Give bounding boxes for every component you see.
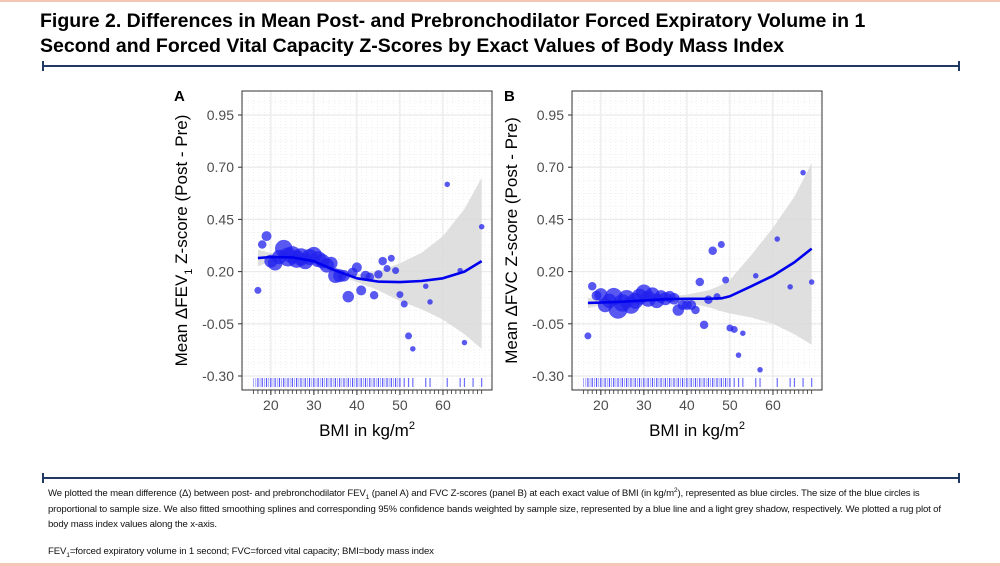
data-point — [808, 279, 815, 285]
x-tick-label: 50 — [722, 397, 738, 413]
figure-title: Figure 2. Differences in Mean Post- and … — [40, 9, 960, 59]
panel-label: A — [174, 88, 185, 105]
figure-charts: 20 30 40 50 60 -0.30 -0.05 0.20 0.45 0.70 0.95 A BMI… — [172, 88, 823, 440]
x-axis-title-text: BMI in kg/m — [319, 421, 409, 440]
caption-text: ), represented as blue circles. The size… — [48, 488, 941, 530]
data-point — [691, 305, 700, 315]
data-point — [427, 299, 433, 305]
y-tick-label: 0.70 — [537, 159, 564, 175]
panel-b: 20 30 40 50 60 -0.30 -0.05 0.20 0.45 0.70 0.95 B BMI… — [502, 88, 823, 440]
data-point — [378, 256, 387, 266]
data-point — [374, 270, 383, 279]
data-point — [383, 264, 391, 272]
data-point — [356, 285, 367, 296]
data-point — [730, 325, 738, 333]
y-axis-title-sub: 1 — [183, 269, 195, 275]
caption-divider — [42, 473, 960, 483]
data-point — [699, 320, 709, 330]
data-point — [757, 366, 763, 373]
data-point — [735, 352, 742, 358]
title-divider — [42, 61, 960, 71]
data-point — [396, 291, 404, 299]
data-point — [405, 332, 413, 340]
x-tick-label: 60 — [435, 397, 451, 413]
x-tick-label: 60 — [765, 397, 781, 413]
data-point — [740, 330, 746, 336]
y-axis-title-text: Mean ΔFVC Z-score (Post - Pre) — [502, 117, 521, 364]
data-point — [444, 181, 450, 188]
data-point — [410, 346, 416, 352]
data-point — [717, 240, 725, 248]
plot-border — [571, 90, 823, 391]
data-point — [478, 223, 485, 230]
data-point — [800, 169, 806, 176]
data-point — [254, 286, 262, 294]
panel-label: B — [504, 88, 515, 105]
data-point — [257, 240, 267, 249]
y-tick-label: 0.45 — [207, 211, 234, 227]
x-axis-title-sup: 2 — [409, 420, 415, 432]
data-point — [787, 284, 793, 290]
data-point — [400, 300, 408, 308]
data-point — [342, 290, 355, 303]
y-tick-label: 0.20 — [207, 264, 234, 280]
abbreviations: FEV1=forced expiratory volume in 1 secon… — [48, 546, 434, 559]
x-tick-label: 20 — [593, 397, 609, 413]
y-axis-title: Mean ΔFVC Z-score (Post - Pre) — [502, 117, 521, 364]
data-point — [422, 283, 429, 289]
top-accent-line — [0, 0, 1000, 2]
caption-text: We plotted the mean difference (Δ) betwe… — [48, 488, 366, 499]
title-line-2: Second and Forced Vital Capacity Z-Score… — [40, 35, 785, 57]
caption-sub: 1 — [365, 493, 370, 501]
y-tick-label: -0.05 — [532, 316, 564, 332]
caption-sup: 2 — [673, 486, 678, 494]
x-tick-label: 40 — [679, 397, 695, 413]
y-tick-label: 0.95 — [537, 107, 564, 123]
data-point — [587, 281, 597, 291]
x-axis-title-sup: 2 — [739, 420, 745, 432]
y-tick-label: 0.20 — [537, 264, 564, 280]
x-tick-label: 50 — [392, 397, 408, 413]
smoothing-spline — [587, 247, 813, 305]
data-point — [461, 339, 468, 346]
abbr-text: FEV — [48, 546, 67, 557]
data-point — [351, 262, 362, 273]
data-point — [708, 246, 717, 255]
smoothing-spline — [257, 255, 483, 284]
data-point — [752, 273, 759, 279]
x-axis-title: BMI in kg/m2 — [319, 420, 415, 440]
plot-border — [241, 90, 493, 391]
data-point — [261, 231, 272, 242]
y-tick-label: 0.45 — [537, 211, 564, 227]
y-tick-label: -0.30 — [532, 368, 564, 384]
panel-a: 20 30 40 50 60 -0.30 -0.05 0.20 0.45 0.70 0.95 A BMI… — [172, 88, 493, 440]
bottom-accent-line — [0, 563, 1000, 566]
abbr-sub: 1 — [66, 551, 70, 559]
y-axis-title: Mean ΔFEV1 Z-score (Post - Pre) — [172, 115, 195, 367]
caption-text: (panel A) and FVC Z-scores (panel B) at … — [369, 488, 674, 499]
x-axis-title-text: BMI in kg/m — [649, 421, 739, 440]
x-axis-title: BMI in kg/m2 — [649, 420, 745, 440]
data-point — [695, 277, 705, 287]
data-point — [774, 236, 780, 242]
y-axis-title-text: Z-score (Post - Pre) — [172, 115, 191, 269]
x-tick-label: 30 — [306, 397, 322, 413]
y-axis-title-text: Mean ΔFEV — [172, 274, 191, 366]
y-tick-label: 0.70 — [207, 159, 234, 175]
data-point — [722, 276, 730, 284]
y-tick-label: -0.30 — [202, 368, 234, 384]
y-tick-label: -0.05 — [202, 316, 234, 332]
x-tick-label: 20 — [263, 397, 279, 413]
figure-caption: We plotted the mean difference (Δ) betwe… — [48, 486, 958, 533]
x-tick-label: 30 — [636, 397, 652, 413]
data-point — [392, 267, 400, 275]
x-tick-label: 40 — [349, 397, 365, 413]
y-tick-label: 0.95 — [207, 107, 234, 123]
confidence-band — [257, 177, 482, 349]
abbr-text: =forced expiratory volume in 1 second; F… — [69, 546, 434, 557]
data-point — [369, 290, 379, 300]
title-line-1: Figure 2. Differences in Mean Post- and … — [40, 10, 866, 32]
data-point — [584, 332, 592, 340]
data-point — [387, 254, 395, 262]
